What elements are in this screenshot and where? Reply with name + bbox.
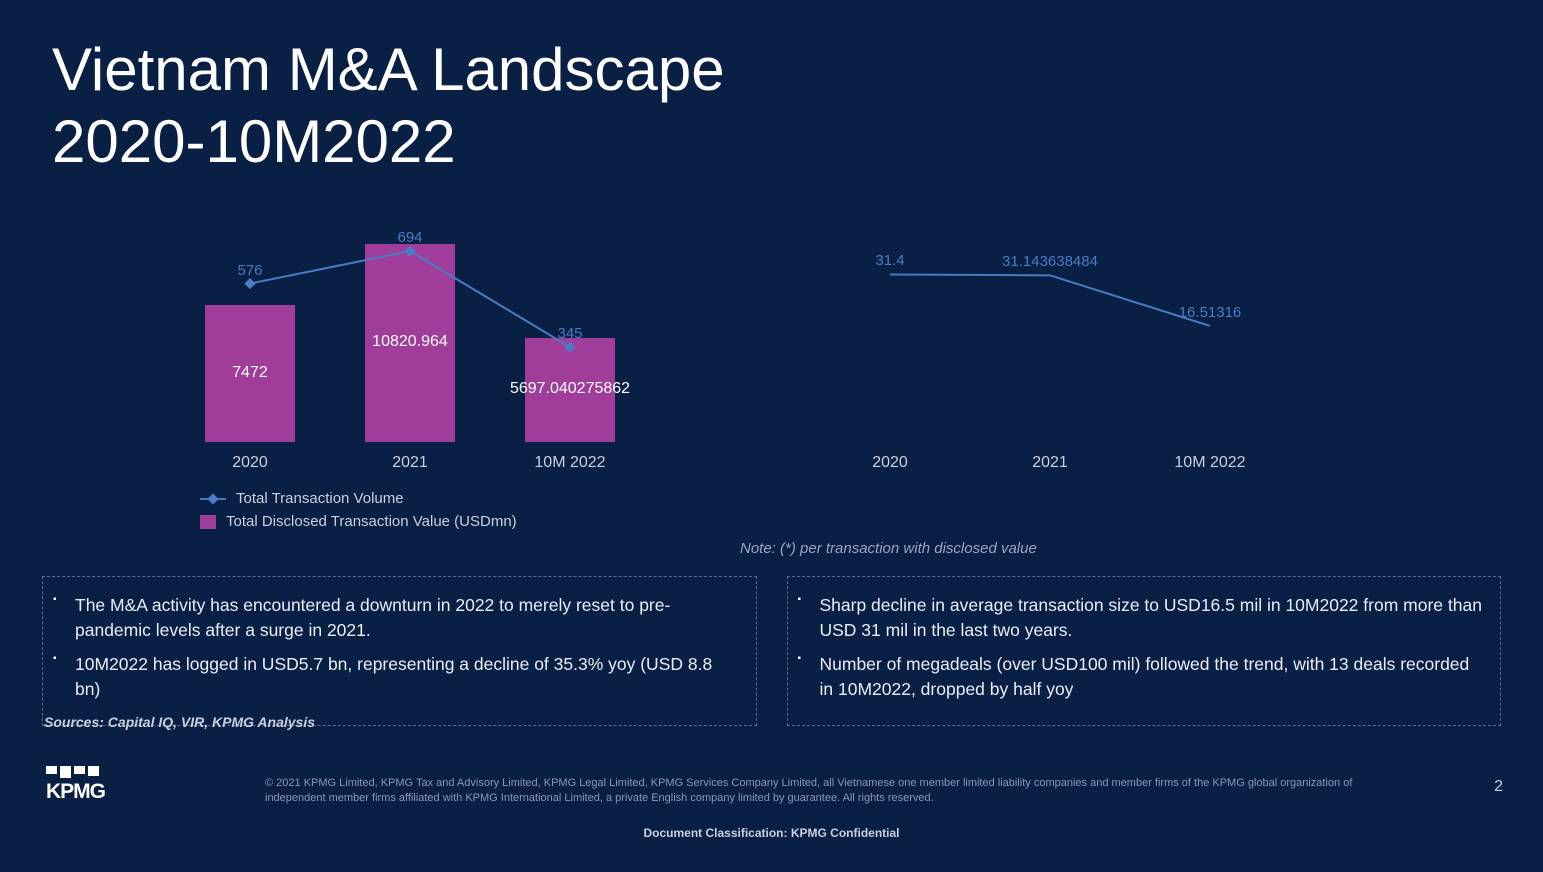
logo-bar <box>46 766 57 774</box>
bullet-item: Number of megadeals (over USD100 mil) fo… <box>816 652 1483 701</box>
bullet-item: The M&A activity has encountered a downt… <box>71 593 738 642</box>
category-label: 2021 <box>975 454 1125 472</box>
slide-title: Vietnam M&A Landscape 2020-10M2022 <box>52 34 725 178</box>
line-value-label: 345 <box>557 325 582 342</box>
textbox-right: Sharp decline in average transaction siz… <box>787 576 1502 726</box>
legend-label-volume: Total Transaction Volume <box>236 490 404 507</box>
line-value-label: 31.143638484 <box>1002 253 1098 270</box>
classification-text: Document Classification: KPMG Confidenti… <box>0 826 1543 840</box>
category-label: 10M 2022 <box>1135 454 1285 472</box>
legend-box-marker <box>200 515 216 529</box>
legend-row-value: Total Disclosed Transaction Value (USDmn… <box>200 513 517 530</box>
textbox-left: The M&A activity has encountered a downt… <box>42 576 757 726</box>
category-label: 2021 <box>335 454 485 472</box>
right-bullet-list: Sharp decline in average transaction siz… <box>816 593 1483 701</box>
left-bullet-list: The M&A activity has encountered a downt… <box>71 593 738 701</box>
line-overlay <box>200 222 680 442</box>
legend: Total Transaction Volume Total Disclosed… <box>200 490 517 536</box>
line-value-label: 694 <box>397 229 422 246</box>
left-chart: 7472202010820.96420215697.04027586210M 2… <box>200 222 720 482</box>
line-value-label: 16.51316 <box>1179 304 1242 321</box>
legend-row-volume: Total Transaction Volume <box>200 490 517 507</box>
right-plot-area: 31.431.14363848416.513162020202110M 2022 <box>840 222 1360 442</box>
line-value-label: 576 <box>237 261 262 278</box>
legend-line-marker <box>200 498 226 500</box>
left-plot-area: 7472202010820.96420215697.04027586210M 2… <box>200 222 720 442</box>
logo-bars <box>46 766 105 778</box>
sources-text: Sources: Capital IQ, VIR, KPMG Analysis <box>44 714 315 730</box>
category-label: 2020 <box>175 454 325 472</box>
bullet-item: 10M2022 has logged in USD5.7 bn, represe… <box>71 652 738 701</box>
textboxes: The M&A activity has encountered a downt… <box>42 576 1501 726</box>
logo-text: KPMG <box>46 780 105 803</box>
bullet-item: Sharp decline in average transaction siz… <box>816 593 1483 642</box>
title-line1: Vietnam M&A Landscape <box>52 36 725 103</box>
title-line2: 2020-10M2022 <box>52 108 456 175</box>
logo-bar <box>60 766 71 778</box>
category-label: 10M 2022 <box>495 454 645 472</box>
page-number: 2 <box>1494 778 1503 796</box>
chart-note: Note: (*) per transaction with disclosed… <box>740 540 1037 557</box>
legend-label-value: Total Disclosed Transaction Value (USDmn… <box>226 513 517 530</box>
charts-row: 7472202010820.96420215697.04027586210M 2… <box>200 222 1483 482</box>
copyright-text: © 2021 KPMG Limited, KPMG Tax and Adviso… <box>265 776 1385 806</box>
logo-bar <box>74 766 85 774</box>
category-label: 2020 <box>815 454 965 472</box>
kpmg-logo: KPMG <box>46 766 105 804</box>
logo-bar <box>88 766 99 776</box>
right-chart: 31.431.14363848416.513162020202110M 2022 <box>840 222 1360 482</box>
line-value-label: 31.4 <box>875 252 904 269</box>
footer: KPMG © 2021 KPMG Limited, KPMG Tax and A… <box>0 774 1543 854</box>
